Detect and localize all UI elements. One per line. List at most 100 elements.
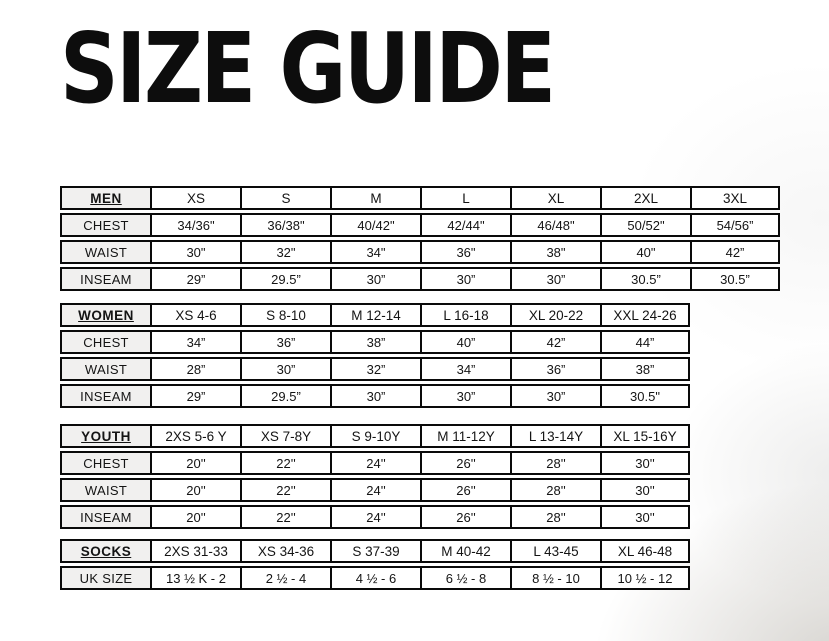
value-cell: 42/44": [420, 213, 510, 237]
size-header-cell: XL: [510, 186, 600, 210]
value-cell: 28'': [510, 478, 600, 502]
size-header-cell: L 43-45: [510, 539, 600, 563]
measure-label-cell: WAIST: [60, 357, 150, 381]
size-header-cell: L: [420, 186, 510, 210]
measure-label-cell: WAIST: [60, 240, 150, 264]
women-size-header-row: WOMEN XS 4-6 S 8-10 M 12-14 L 16-18 XL 20-22 X…: [60, 303, 690, 327]
value-cell: 30.5": [600, 384, 690, 408]
size-header-cell: XS: [150, 186, 240, 210]
value-cell: 29”: [150, 267, 240, 291]
value-cell: 30'': [600, 505, 690, 529]
value-cell: 30'': [600, 451, 690, 475]
size-header-cell: L 16-18: [420, 303, 510, 327]
value-cell: 34": [330, 240, 420, 264]
value-cell: 36”: [240, 330, 330, 354]
value-cell: 29.5”: [240, 267, 330, 291]
value-cell: 20'': [150, 505, 240, 529]
value-cell: 38”: [600, 357, 690, 381]
socks-size-table-section: SOCKS 2XS 31-33 XS 34-36 S 37-39 M 40-42 L 43…: [60, 536, 690, 593]
men-size-table-section: MEN XS S M L XL 2XL 3XL CHEST 34/36" 36/38" 40/42" 4…: [60, 183, 780, 294]
value-cell: 30”: [330, 384, 420, 408]
women-measurement-row: CHEST 34” 36” 38” 40” 42” 44”: [60, 330, 690, 354]
size-header-cell: XXL 24-26: [600, 303, 690, 327]
value-cell: 22'': [240, 478, 330, 502]
value-cell: 24'': [330, 478, 420, 502]
value-cell: 46/48": [510, 213, 600, 237]
men-measurement-row: CHEST 34/36" 36/38" 40/42" 42/44" 46/48" 50/52…: [60, 213, 780, 237]
size-header-cell: 2XL: [600, 186, 690, 210]
socks-section-label: SOCKS: [60, 539, 150, 563]
value-cell: 28'': [510, 451, 600, 475]
value-cell: 30.5”: [690, 267, 780, 291]
men-section-label: MEN: [60, 186, 150, 210]
value-cell: 42”: [510, 330, 600, 354]
value-cell: 40": [600, 240, 690, 264]
value-cell: 28”: [150, 357, 240, 381]
size-header-cell: M 40-42: [420, 539, 510, 563]
value-cell: 24'': [330, 451, 420, 475]
men-measurement-row: INSEAM 29” 29.5” 30” 30” 30” 30.5” 30.5”: [60, 267, 780, 291]
size-header-cell: XL 15-16Y: [600, 424, 690, 448]
value-cell: 38”: [330, 330, 420, 354]
youth-size-table: YOUTH 2XS 5-6 Y XS 7-8Y S 9-10Y M 11-12Y L 13…: [60, 421, 690, 532]
value-cell: 10 ½ - 12: [600, 566, 690, 590]
value-cell: 13 ½ K - 2: [150, 566, 240, 590]
value-cell: 30": [150, 240, 240, 264]
value-cell: 24'': [330, 505, 420, 529]
women-section-label: WOMEN: [60, 303, 150, 327]
value-cell: 30”: [330, 267, 420, 291]
value-cell: 34”: [420, 357, 510, 381]
value-cell: 22'': [240, 451, 330, 475]
size-header-cell: S 37-39: [330, 539, 420, 563]
youth-section-label: YOUTH: [60, 424, 150, 448]
measure-label-cell: CHEST: [60, 330, 150, 354]
women-size-table: WOMEN XS 4-6 S 8-10 M 12-14 L 16-18 XL 20-22 X…: [60, 300, 690, 411]
size-header-cell: XS 4-6: [150, 303, 240, 327]
women-measurement-row: WAIST 28” 30” 32” 34” 36” 38”: [60, 357, 690, 381]
value-cell: 20'': [150, 478, 240, 502]
value-cell: 34/36": [150, 213, 240, 237]
women-size-table-section: WOMEN XS 4-6 S 8-10 M 12-14 L 16-18 XL 20-22 X…: [60, 300, 690, 411]
measure-label-cell: INSEAM: [60, 505, 150, 529]
value-cell: 30”: [420, 267, 510, 291]
size-header-cell: S 8-10: [240, 303, 330, 327]
value-cell: 30”: [420, 384, 510, 408]
size-header-cell: S: [240, 186, 330, 210]
size-header-cell: XS 34-36: [240, 539, 330, 563]
men-size-table: MEN XS S M L XL 2XL 3XL CHEST 34/36" 36/38" 40/42" 4…: [60, 183, 780, 294]
value-cell: 40/42": [330, 213, 420, 237]
value-cell: 36/38": [240, 213, 330, 237]
value-cell: 36": [420, 240, 510, 264]
measure-label-cell: INSEAM: [60, 384, 150, 408]
size-header-cell: L 13-14Y: [510, 424, 600, 448]
value-cell: 30”: [510, 384, 600, 408]
value-cell: 20'': [150, 451, 240, 475]
youth-measurement-row: WAIST 20'' 22'' 24'' 26'' 28'' 30'': [60, 478, 690, 502]
value-cell: 29.5”: [240, 384, 330, 408]
men-size-header-row: MEN XS S M L XL 2XL 3XL: [60, 186, 780, 210]
value-cell: 26'': [420, 451, 510, 475]
value-cell: 38": [510, 240, 600, 264]
value-cell: 2 ½ - 4: [240, 566, 330, 590]
measure-label-cell: CHEST: [60, 451, 150, 475]
value-cell: 22'': [240, 505, 330, 529]
socks-size-header-row: SOCKS 2XS 31-33 XS 34-36 S 37-39 M 40-42 L 43…: [60, 539, 690, 563]
value-cell: 44”: [600, 330, 690, 354]
size-header-cell: M 12-14: [330, 303, 420, 327]
value-cell: 30'': [600, 478, 690, 502]
value-cell: 29”: [150, 384, 240, 408]
measure-label-cell: INSEAM: [60, 267, 150, 291]
size-header-cell: M: [330, 186, 420, 210]
size-header-cell: 2XS 5-6 Y: [150, 424, 240, 448]
women-measurement-row: INSEAM 29” 29.5” 30” 30” 30” 30.5": [60, 384, 690, 408]
value-cell: 30.5”: [600, 267, 690, 291]
size-header-cell: 3XL: [690, 186, 780, 210]
youth-size-header-row: YOUTH 2XS 5-6 Y XS 7-8Y S 9-10Y M 11-12Y L 13…: [60, 424, 690, 448]
size-header-cell: S 9-10Y: [330, 424, 420, 448]
value-cell: 30”: [240, 357, 330, 381]
measure-label-cell: UK SIZE: [60, 566, 150, 590]
value-cell: 28'': [510, 505, 600, 529]
value-cell: 36”: [510, 357, 600, 381]
value-cell: 6 ½ - 8: [420, 566, 510, 590]
men-measurement-row: WAIST 30" 32" 34" 36" 38" 40" 42”: [60, 240, 780, 264]
